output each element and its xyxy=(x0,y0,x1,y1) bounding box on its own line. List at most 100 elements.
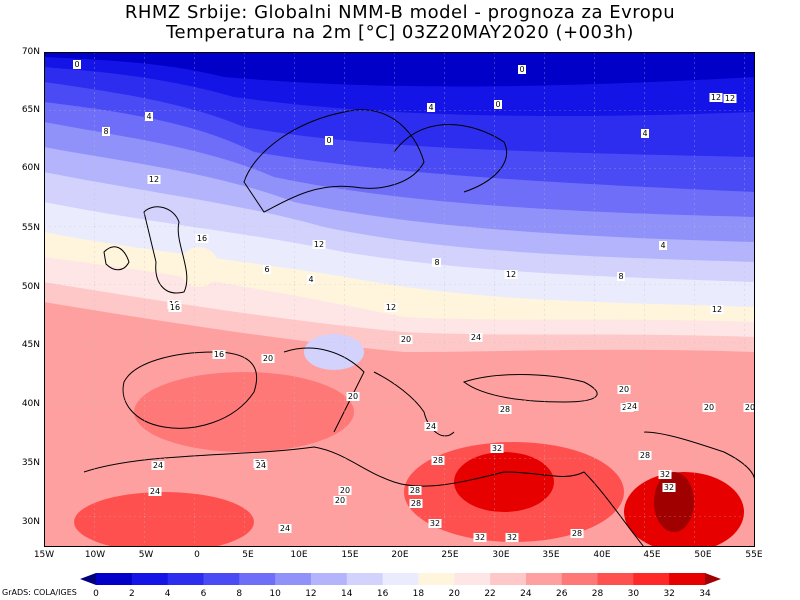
contour-label: 24 xyxy=(148,487,162,496)
lat-label-70n: 70N xyxy=(21,47,40,57)
colorbar-segment xyxy=(561,573,599,585)
contour-label: 24 xyxy=(278,524,292,533)
svg-text:16: 16 xyxy=(170,303,180,312)
contour-label: 24 xyxy=(424,422,438,431)
lon-label-0: 0 xyxy=(194,550,200,560)
contour-label: 24 xyxy=(469,333,483,342)
colorbar-tick-label: 18 xyxy=(412,589,425,599)
colorbar-arrow-low xyxy=(80,573,96,585)
contour-label: 12 xyxy=(147,175,161,184)
colorbar-tick-label: 28 xyxy=(591,589,604,599)
map-title-line1: RHMZ Srbije: Globalni NMM-B model - prog… xyxy=(124,2,676,23)
svg-text:28: 28 xyxy=(640,451,650,460)
svg-text:16: 16 xyxy=(197,234,207,243)
contour-label: 28 xyxy=(409,499,423,508)
svg-text:12: 12 xyxy=(725,94,735,103)
contour-label: 12 xyxy=(504,270,518,279)
contour-label: 24 xyxy=(254,461,268,470)
contour-label: 28 xyxy=(638,451,652,460)
contour-label: 12 xyxy=(709,93,723,102)
contour-label: 24 xyxy=(151,461,165,470)
lon-label-35e: 35E xyxy=(542,550,560,560)
lon-label-20e: 20E xyxy=(391,550,409,560)
colorbar-segment xyxy=(418,573,455,585)
svg-text:20: 20 xyxy=(619,385,629,394)
contour-label: 20 xyxy=(261,354,275,363)
contour-label: 8 xyxy=(102,127,110,136)
colorbar-tick-label: 16 xyxy=(376,589,389,599)
contour-label: 12 xyxy=(710,305,724,314)
lon-label-5w: 5W xyxy=(138,550,154,560)
contour-label: 8 xyxy=(433,258,441,267)
svg-text:12: 12 xyxy=(712,305,722,314)
lat-label-50n: 50N xyxy=(21,282,40,292)
colorbar-tick-label: 26 xyxy=(555,589,568,599)
contour-label: 16 xyxy=(212,350,226,359)
svg-text:24: 24 xyxy=(256,461,266,470)
svg-text:0: 0 xyxy=(519,65,524,74)
svg-text:6: 6 xyxy=(264,265,269,274)
svg-text:24: 24 xyxy=(280,524,290,533)
colorbar-tick-label: 32 xyxy=(663,589,675,599)
svg-text:4: 4 xyxy=(642,129,647,138)
contour-label: 20 xyxy=(617,385,631,394)
svg-text:20: 20 xyxy=(348,392,358,401)
contour-label: 4 xyxy=(145,112,153,121)
svg-text:20: 20 xyxy=(335,496,345,505)
colorbar-tick-label: 20 xyxy=(448,589,460,599)
contour-label: 32 xyxy=(490,444,504,453)
svg-text:24: 24 xyxy=(471,333,481,342)
contour-label: 28 xyxy=(431,456,445,465)
colorbar-segment xyxy=(597,573,634,585)
contour-label: 4 xyxy=(427,103,435,112)
svg-text:4: 4 xyxy=(428,103,433,112)
lon-label-25e: 25E xyxy=(441,550,459,560)
svg-text:32: 32 xyxy=(664,483,674,492)
colorbar-segment xyxy=(382,573,419,585)
contour-label: 20 xyxy=(702,403,716,412)
colorbar-segment xyxy=(346,573,384,585)
lat-label-30n: 30N xyxy=(21,517,40,527)
contour-label: 16 xyxy=(168,303,182,312)
svg-text:4: 4 xyxy=(308,275,313,284)
lat-label-65n: 65N xyxy=(21,105,40,115)
contour-label: 0 xyxy=(325,136,333,145)
svg-text:0: 0 xyxy=(74,60,79,69)
color-legend-bar xyxy=(80,573,721,585)
contour-label: 16 xyxy=(195,234,209,243)
svg-text:28: 28 xyxy=(410,486,420,495)
svg-text:12: 12 xyxy=(711,93,721,102)
colorbar-tick-label: 30 xyxy=(627,589,640,599)
contour-label: 4 xyxy=(641,129,649,138)
svg-text:16: 16 xyxy=(214,350,224,359)
svg-text:12: 12 xyxy=(506,270,516,279)
contour-label: 32 xyxy=(662,483,676,492)
contour-label: 28 xyxy=(498,405,512,414)
contour-label: 0 xyxy=(494,100,502,109)
grads-credit: GrADS: COLA/IGES xyxy=(2,588,77,597)
colorbar-segment xyxy=(633,573,670,585)
svg-text:0: 0 xyxy=(495,100,500,109)
colorbar-segment xyxy=(167,573,204,585)
svg-text:20: 20 xyxy=(263,354,273,363)
contour-label: 8 xyxy=(617,272,625,281)
colorbar-segment xyxy=(669,573,706,585)
map-title-line2: Temperatura na 2m [°C] 03Z20MAY2020 (+00… xyxy=(166,22,634,43)
lat-label-60n: 60N xyxy=(21,163,40,173)
contour-label: 20 xyxy=(333,496,347,505)
colorbar-tick-label: 12 xyxy=(305,589,317,599)
lon-label-15w: 15W xyxy=(33,550,55,560)
contour-label: 0 xyxy=(73,60,81,69)
lon-label-55e: 55E xyxy=(745,550,763,560)
svg-text:12: 12 xyxy=(314,240,324,249)
svg-text:20: 20 xyxy=(704,403,714,412)
colorbar-tick-label: 10 xyxy=(269,589,281,599)
lon-label-10w: 10W xyxy=(84,550,106,560)
lon-label-5e: 5E xyxy=(242,550,254,560)
colorbar-segment xyxy=(490,573,527,585)
svg-text:24: 24 xyxy=(627,402,637,411)
contour-label: 4 xyxy=(659,241,667,250)
svg-text:20: 20 xyxy=(745,403,755,412)
contour-label: 12 xyxy=(384,303,398,312)
colorbar-segment xyxy=(239,573,276,585)
